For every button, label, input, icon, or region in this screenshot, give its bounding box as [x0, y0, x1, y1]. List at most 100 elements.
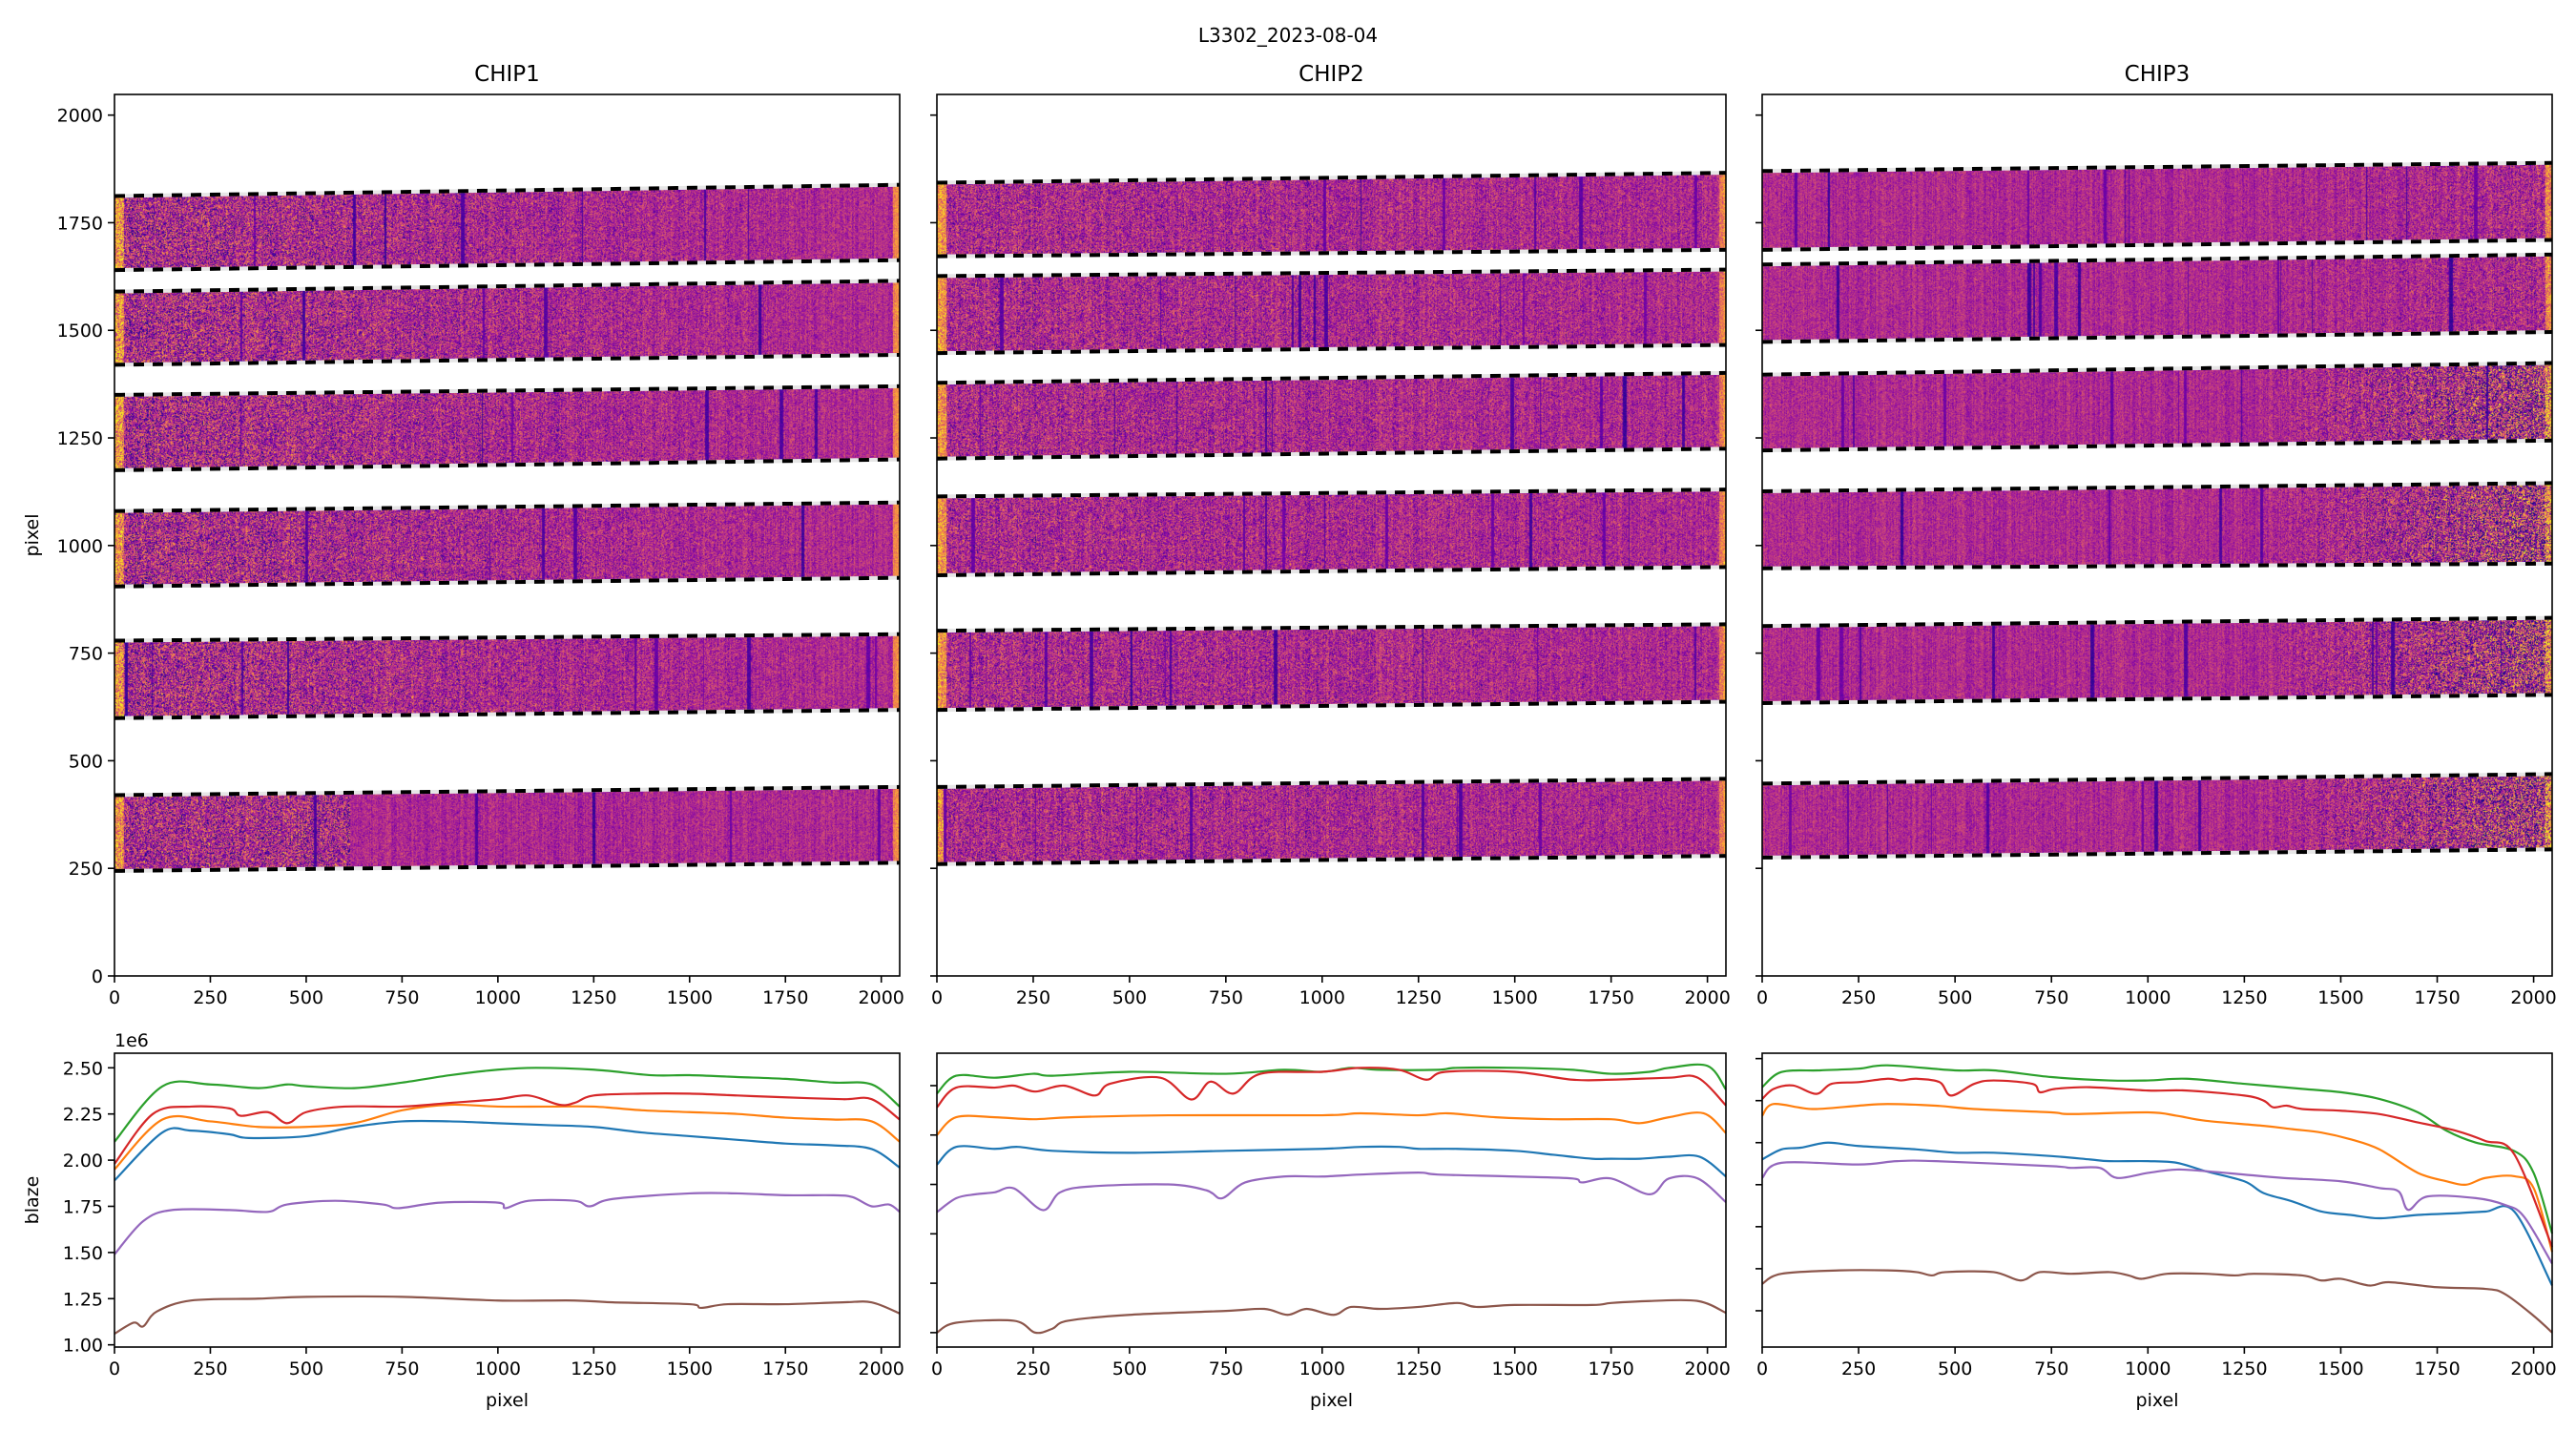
x-tick-label: 1750: [1588, 987, 1633, 1008]
echelle-order-image-chip2: [937, 94, 1726, 976]
x-tick-label: 1500: [667, 1358, 713, 1379]
x-tick-label: 1250: [571, 987, 616, 1008]
x-tick-label: 250: [193, 987, 227, 1008]
order-trace-top: [114, 784, 901, 798]
x-tick-label: 1500: [2317, 1358, 2363, 1379]
order-trace-top: [1761, 361, 2553, 377]
y-tick-label: 0: [92, 966, 103, 987]
order-trace-top: [936, 370, 1727, 385]
order-trace-bottom: [114, 861, 901, 873]
y-tick-label: 2.25: [63, 1105, 103, 1126]
chip-title: CHIP1: [474, 62, 540, 87]
x-tick-label: 2000: [2510, 1358, 2556, 1379]
x-tick-label: 1250: [2221, 987, 2267, 1008]
x-tick-label: 1250: [1396, 987, 1442, 1008]
order-trace-top: [936, 171, 1727, 185]
blaze-axes-frame-chip1: [114, 1052, 901, 1348]
x-tick-label: 1000: [1299, 987, 1345, 1008]
x-tick-label: 2000: [1684, 1358, 1730, 1379]
x-tick-label: 1500: [667, 987, 713, 1008]
x-tick-label: 0: [1756, 1358, 1768, 1379]
y-axis-label: blaze: [22, 1176, 43, 1225]
x-tick-label: 0: [931, 1358, 943, 1379]
order-trace-top: [114, 279, 901, 294]
blaze-line-chip3-order4: [1761, 1077, 2554, 1248]
y-tick-label: 1250: [57, 428, 103, 449]
x-tick-label: 500: [289, 987, 323, 1008]
order-trace-bottom: [936, 699, 1727, 713]
x-tick-label: 1000: [1299, 1358, 1345, 1379]
blaze-line-chip3-order6: [1761, 1269, 2553, 1334]
x-tick-label: 500: [1112, 987, 1147, 1008]
order-trace-top: [1761, 252, 2553, 267]
y-offset-label: 1e6: [114, 1030, 149, 1051]
order-trace-bottom: [1761, 693, 2553, 705]
x-tick-label: 0: [931, 987, 943, 1008]
echelle-order-image-chip1: [114, 94, 900, 976]
y-tick-label: 500: [69, 751, 103, 772]
order-trace-bottom: [114, 352, 901, 367]
blaze-line-chip1-order1: [114, 1119, 901, 1182]
x-tick-label: 2000: [859, 987, 904, 1008]
order-trace-bottom: [936, 854, 1727, 866]
x-tick-label: 1750: [762, 987, 808, 1008]
y-tick-label: 1750: [57, 213, 103, 234]
x-tick-label: 1750: [2414, 1358, 2460, 1379]
x-tick-label: 1500: [1492, 1358, 1538, 1379]
blaze-line-chip1-order5: [114, 1192, 901, 1255]
x-tick-label: 1750: [2414, 987, 2460, 1008]
order-trace-top: [114, 500, 901, 513]
y-tick-label: 1.25: [63, 1289, 103, 1310]
y-tick-label: 750: [69, 644, 103, 665]
x-tick-label: 1000: [475, 987, 521, 1008]
order-trace-top: [936, 267, 1727, 279]
x-tick-label: 250: [1841, 1358, 1876, 1379]
x-axis-label: pixel: [486, 1390, 529, 1411]
x-tick-label: 750: [2034, 1358, 2068, 1379]
x-tick-label: 2000: [2510, 987, 2556, 1008]
order-trace-bottom: [936, 565, 1727, 577]
y-tick-label: 1500: [57, 321, 103, 342]
x-tick-label: 750: [384, 1358, 419, 1379]
x-tick-label: 500: [1112, 1358, 1147, 1379]
y-tick-label: 2.00: [63, 1151, 103, 1172]
y-tick-label: 1.75: [63, 1196, 103, 1217]
blaze-line-chip1-order2: [114, 1103, 901, 1171]
order-trace-bottom: [1761, 561, 2553, 570]
order-trace-bottom: [114, 457, 901, 472]
y-tick-label: 1.00: [63, 1336, 103, 1357]
order-trace-top: [936, 487, 1727, 499]
order-trace-bottom: [936, 342, 1727, 356]
blaze-line-chip2-order1: [936, 1145, 1727, 1178]
order-trace-top: [1761, 772, 2553, 786]
x-tick-label: 750: [1209, 987, 1243, 1008]
order-trace-bottom: [114, 575, 901, 589]
order-trace-top: [936, 777, 1727, 789]
x-tick-label: 750: [2034, 987, 2068, 1008]
order-trace-bottom: [936, 247, 1727, 259]
order-trace-bottom: [114, 708, 901, 720]
x-tick-label: 250: [1016, 1358, 1050, 1379]
x-axis-label: pixel: [1310, 1390, 1353, 1411]
blaze-line-chip3-order1: [1761, 1141, 2553, 1287]
order-trace-bottom: [1761, 438, 2553, 453]
blaze-line-chip1-order3: [114, 1067, 901, 1143]
blaze-line-chip3-order2: [1761, 1102, 2554, 1253]
order-trace-bottom: [1761, 330, 2553, 344]
blaze-line-chip1-order6: [114, 1295, 901, 1336]
x-tick-label: 1500: [1492, 987, 1538, 1008]
x-tick-label: 1000: [2125, 1358, 2171, 1379]
order-trace-top: [1761, 481, 2553, 493]
blaze-axes-frame-chip3: [1761, 1052, 2553, 1348]
blaze-line-chip2-order6: [936, 1298, 1727, 1335]
order-trace-bottom: [114, 258, 901, 273]
y-tick-label: 1000: [57, 536, 103, 557]
x-tick-label: 1000: [475, 1358, 521, 1379]
x-tick-label: 1750: [762, 1358, 808, 1379]
y-tick-label: 2.50: [63, 1058, 103, 1079]
order-trace-top: [114, 182, 901, 198]
blaze-line-chip3-order3: [1761, 1064, 2554, 1234]
order-trace-bottom: [936, 446, 1727, 461]
blaze-line-chip2-order5: [936, 1172, 1727, 1213]
